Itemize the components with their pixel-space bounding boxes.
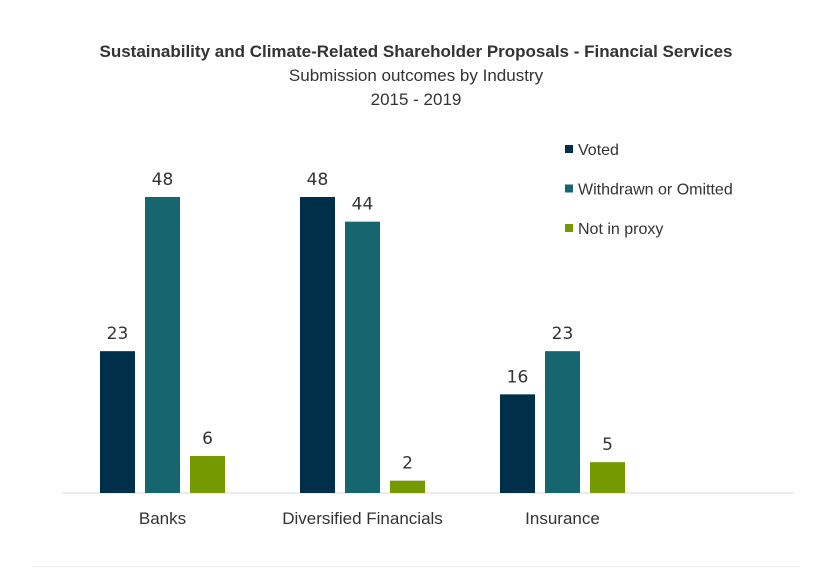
legend-label-voted: Voted [578, 142, 619, 159]
data-label-banks-voted: 23 [107, 324, 129, 344]
legend-swatch-withdrawn-or-omitted [565, 184, 573, 193]
x-tick-label-diversified-financials: Diversified Financials [282, 509, 443, 528]
bar-insurance-not-in-proxy [590, 462, 625, 493]
legend-label-not-in-proxy: Not in proxy [578, 221, 663, 238]
chart-subtitle: Submission outcomes by Industry [288, 66, 544, 85]
data-label-diversified-financials-withdrawn-or-omitted: 44 [352, 195, 374, 215]
legend-swatch-not-in-proxy [565, 224, 573, 232]
data-label-diversified-financials-not-in-proxy: 2 [402, 454, 413, 474]
data-label-banks-not-in-proxy: 6 [202, 429, 213, 449]
data-label-diversified-financials-voted: 48 [307, 170, 329, 190]
chart-title: Sustainability and Climate-Related Share… [99, 42, 733, 61]
bottom-divider [32, 566, 800, 567]
data-label-insurance-withdrawn-or-omitted: 23 [552, 324, 574, 344]
bar-banks-withdrawn-or-omitted [145, 197, 180, 493]
bar-insurance-voted [500, 394, 535, 493]
data-label-insurance-not-in-proxy: 5 [602, 435, 613, 455]
bar-banks-not-in-proxy [190, 456, 225, 493]
bar-banks-voted [100, 351, 135, 493]
chart-period: 2015 - 2019 [370, 90, 462, 109]
bar-diversified-financials-not-in-proxy [390, 480, 425, 493]
legend-swatch-voted [565, 145, 573, 153]
x-tick-label-insurance: Insurance [525, 509, 600, 528]
bar-diversified-financials-voted [300, 197, 335, 493]
legend-label-withdrawn-or-omitted: Withdrawn or Omitted [578, 182, 733, 199]
data-label-banks-withdrawn-or-omitted: 48 [152, 170, 174, 190]
bar-diversified-financials-withdrawn-or-omitted [345, 221, 380, 493]
x-tick-label-banks: Banks [139, 509, 186, 528]
data-label-insurance-voted: 16 [507, 367, 529, 387]
bar-insurance-withdrawn-or-omitted [545, 351, 580, 493]
